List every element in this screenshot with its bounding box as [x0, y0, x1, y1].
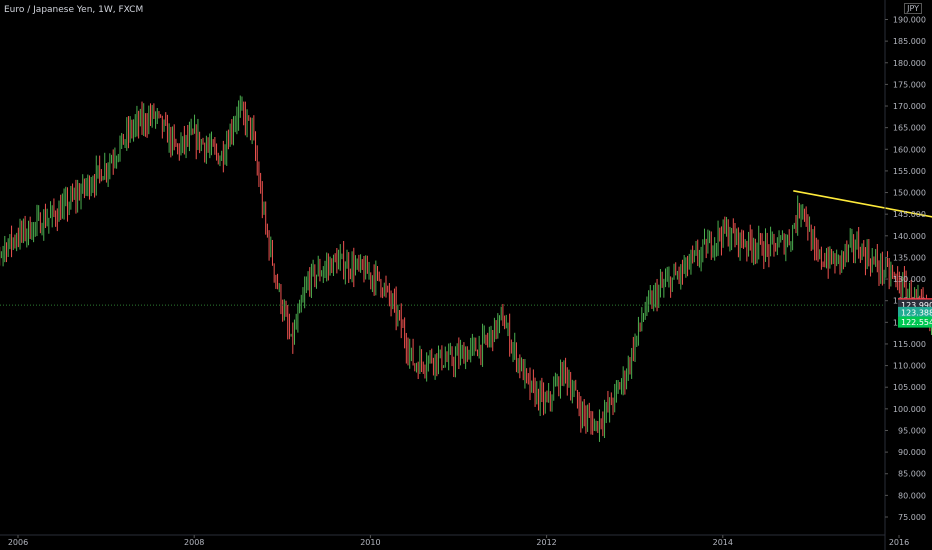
x-tick-label: 2012 [536, 538, 556, 547]
currency-label[interactable]: JPY [904, 3, 922, 14]
price-tag [898, 306, 932, 318]
y-tick-label: 145.000 [893, 210, 926, 219]
y-tick-label: 185.000 [893, 37, 926, 46]
price-axis[interactable]: 75.000 80.000 85.000 90.000 95.000 100.000 105… [884, 0, 926, 550]
x-tick-label: 2008 [184, 538, 204, 547]
y-tick-label: 140.000 [893, 232, 926, 241]
y-tick-label: 135.000 [893, 253, 926, 262]
y-tick-label: 190.000 [893, 16, 926, 25]
y-tick-label: 95.000 [898, 426, 926, 435]
y-tick-label: 85.000 [898, 470, 926, 479]
y-tick-label: 160.000 [893, 145, 926, 154]
y-tick-label: 175.000 [893, 80, 926, 89]
y-tick-label: 115.000 [893, 340, 926, 349]
y-tick-label: 165.000 [893, 124, 926, 133]
symbol-title: Euro / Japanese Yen, 1W, FXCM [4, 5, 144, 15]
y-tick-label: 110.000 [893, 362, 926, 371]
x-tick-label: 2016 [889, 538, 909, 547]
y-tick-label: 170.000 [893, 102, 926, 111]
price-tag [898, 299, 932, 311]
candlestick-series [0, 95, 932, 442]
price-tag [898, 316, 932, 328]
x-tick-label: 2014 [713, 538, 733, 547]
drawing-overlays [0, 190, 932, 306]
y-tick-label: 75.000 [898, 513, 926, 522]
y-tick-label: 155.000 [893, 167, 926, 176]
y-tick-label: 180.000 [893, 59, 926, 68]
price-tag-label: 123.388 [901, 308, 932, 317]
price-tag-label: 122.554 [901, 318, 932, 327]
y-tick-label: 90.000 [898, 448, 926, 457]
price-tag-label: 123.990 [901, 301, 932, 310]
time-axis[interactable]: 2006200820102012201420162018202020222024 [0, 534, 932, 547]
x-tick-label: 2010 [360, 538, 380, 547]
y-tick-label: 130.000 [893, 275, 926, 284]
y-tick-label: 105.000 [893, 383, 926, 392]
y-tick-label: 80.000 [898, 491, 926, 500]
y-tick-label: 100.000 [893, 405, 926, 414]
x-tick-label: 2006 [8, 538, 28, 547]
y-tick-label: 150.000 [893, 189, 926, 198]
